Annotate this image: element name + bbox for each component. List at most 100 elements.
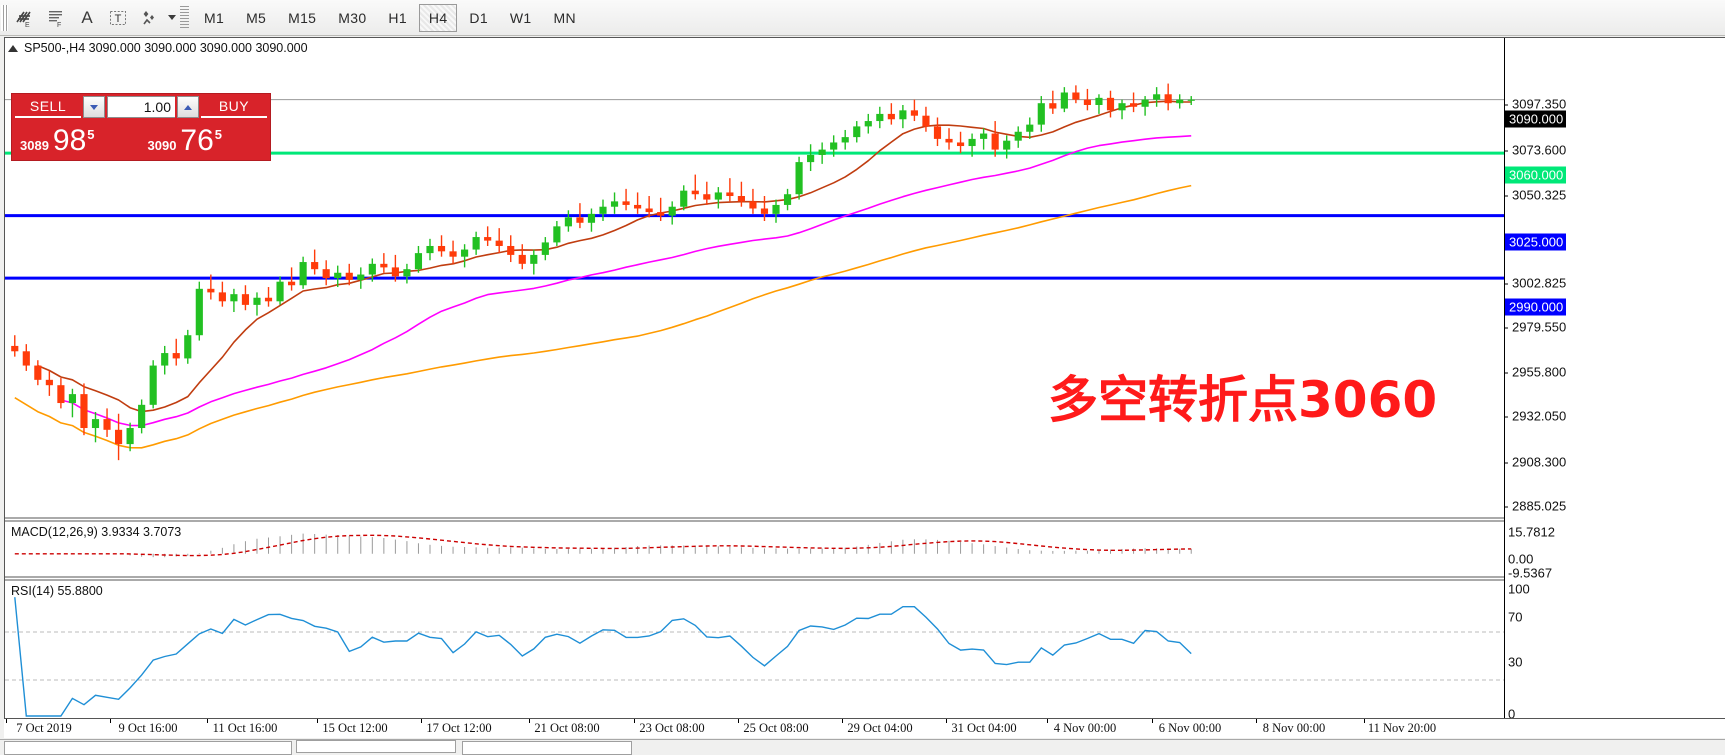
- volume-decrement-button[interactable]: [83, 96, 105, 118]
- price-level-label[interactable]: 3025.000: [1505, 233, 1567, 251]
- price-tick: 3050.325: [1504, 188, 1566, 203]
- price-tick: 3002.825: [1504, 276, 1566, 291]
- subpane-scale-tick: -9.5367: [1508, 565, 1553, 581]
- timeframe-m1[interactable]: M1: [204, 9, 225, 26]
- ask-big-figure: 3090: [147, 138, 177, 153]
- one-click-trading-panel[interactable]: SELL 1.00 BUY 3089 98 5 3090 76: [11, 93, 271, 161]
- symbol-header: SP500-,H4 3090.000 3090.000 3090.000 309…: [8, 40, 308, 56]
- price-tick: 2908.300: [1504, 455, 1566, 470]
- date-gridline: [1256, 719, 1257, 723]
- sell-button[interactable]: SELL: [15, 96, 81, 118]
- date-gridline: [1364, 719, 1365, 723]
- toolbar-grip-1[interactable]: [1, 4, 8, 31]
- date-gridline: [842, 719, 843, 723]
- oct-top-row: SELL 1.00 BUY: [12, 94, 270, 120]
- svg-text:F: F: [57, 22, 61, 28]
- status-cell-1: [4, 740, 292, 755]
- timeframe-m15[interactable]: M15: [288, 9, 317, 26]
- svg-text:T: T: [115, 13, 122, 25]
- price-level-label[interactable]: 2990.000: [1505, 298, 1567, 316]
- price-tick: 2932.050: [1504, 409, 1566, 424]
- timeframe-h1[interactable]: H1: [388, 9, 407, 26]
- subpane-scale-tick: 30: [1508, 654, 1523, 670]
- date-gridline: [110, 719, 111, 723]
- bid-big-figure: 3089: [20, 138, 49, 153]
- bid-price[interactable]: 3089 98 5: [15, 120, 140, 158]
- price-level-label[interactable]: 3090.000: [1505, 110, 1567, 128]
- timeframe-m30[interactable]: M30: [338, 9, 367, 26]
- timeframe-w1[interactable]: W1: [509, 9, 532, 26]
- timeframe-h4[interactable]: H4: [418, 3, 458, 32]
- price-plot: [5, 83, 1505, 717]
- subpane-scale-tick: 0: [1508, 706, 1516, 722]
- templates-icon[interactable]: F: [40, 3, 72, 33]
- chart-canvas[interactable]: SP500-,H4 3090.000 3090.000 3090.000 309…: [4, 37, 1721, 737]
- status-cell-2: [462, 740, 632, 755]
- date-gridline: [946, 719, 947, 723]
- main-toolbar: E F A T M1 M5: [0, 0, 1725, 36]
- symbol-header-text: SP500-,H4 3090.000 3090.000 3090.000 309…: [24, 41, 308, 55]
- date-tick: 6 Nov 00:00: [1158, 721, 1222, 735]
- indicators-icon[interactable]: E: [8, 3, 40, 33]
- chart-annotation: 多空转折点3060: [1048, 371, 1438, 429]
- subpane-scale-tick: 0.00: [1508, 551, 1534, 567]
- date-tick: 21 Oct 08:00: [534, 721, 600, 735]
- ask-fraction: 5: [214, 127, 223, 142]
- date-axis[interactable]: 7 Oct 2019 9 Oct 16:00 11 Oct 16:00 15 Oct …: [4, 718, 1725, 738]
- date-tick: 25 Oct 08:00: [743, 721, 809, 735]
- date-tick: 11 Oct 16:00: [212, 721, 278, 735]
- chevron-up-icon: [184, 104, 192, 110]
- date-gridline: [1047, 719, 1048, 723]
- timeframe-mn[interactable]: MN: [553, 9, 576, 26]
- date-tick: 17 Oct 12:00: [426, 721, 492, 735]
- price-tick: 2885.025: [1504, 499, 1566, 514]
- date-gridline: [207, 719, 208, 723]
- date-tick: 7 Oct 2019: [16, 721, 72, 735]
- price-tick: 3097.350: [1504, 97, 1566, 112]
- objects-icon[interactable]: [134, 3, 166, 33]
- date-gridline: [6, 719, 7, 723]
- rsi-label: RSI(14) 55.8800: [11, 584, 103, 598]
- buy-button[interactable]: BUY: [201, 96, 267, 118]
- date-tick: 8 Nov 00:00: [1262, 721, 1326, 735]
- text-icon[interactable]: A: [81, 7, 93, 27]
- horizontal-scrollbar[interactable]: [296, 740, 456, 753]
- bid-fraction: 5: [87, 127, 95, 142]
- subpane-scale-tick: 100: [1508, 581, 1530, 597]
- price-tick: 3073.600: [1504, 143, 1566, 158]
- date-gridline: [1152, 719, 1153, 723]
- oct-quotes-row: 3089 98 5 3090 76 5: [12, 120, 270, 160]
- volume-increment-button[interactable]: [177, 96, 199, 118]
- date-tick: 9 Oct 16:00: [118, 721, 178, 735]
- date-tick: 4 Nov 00:00: [1053, 721, 1117, 735]
- collapse-triangle-icon[interactable]: [8, 44, 18, 52]
- objects-dropdown-caret-icon[interactable]: [168, 15, 176, 20]
- text-label-icon[interactable]: T: [102, 3, 134, 33]
- price-axis[interactable]: 3097.350 3073.600 3050.325 3002.825 2979.550…: [1504, 37, 1725, 737]
- price-tick: 2955.800: [1504, 365, 1566, 380]
- timeframe-m5[interactable]: M5: [246, 9, 267, 26]
- volume-input[interactable]: 1.00: [107, 96, 175, 118]
- date-tick: 29 Oct 04:00: [847, 721, 913, 735]
- toolbar-separator: [180, 5, 189, 30]
- date-gridline: [421, 719, 422, 723]
- date-gridline: [738, 719, 739, 723]
- price-tick: 2979.550: [1504, 320, 1566, 335]
- ask-pips: 76: [180, 124, 214, 157]
- subpane-scale-tick: 15.7812: [1508, 524, 1555, 540]
- date-gridline: [317, 719, 318, 723]
- price-axis-line: [1504, 38, 1505, 736]
- subpane-scale-tick: 70: [1508, 609, 1523, 625]
- date-gridline: [529, 719, 530, 723]
- date-tick: 31 Oct 04:00: [951, 721, 1017, 735]
- macd-label: MACD(12,26,9) 3.9334 3.7073: [11, 525, 182, 539]
- status-bar: [0, 739, 1725, 755]
- chevron-down-icon: [90, 104, 98, 110]
- price-level-label[interactable]: 3060.000: [1505, 166, 1567, 184]
- ask-price[interactable]: 3090 76 5: [143, 120, 268, 158]
- bid-pips: 98: [52, 124, 87, 157]
- timeframe-d1[interactable]: D1: [469, 9, 488, 26]
- date-tick: 23 Oct 08:00: [639, 721, 705, 735]
- svg-text:E: E: [25, 22, 30, 28]
